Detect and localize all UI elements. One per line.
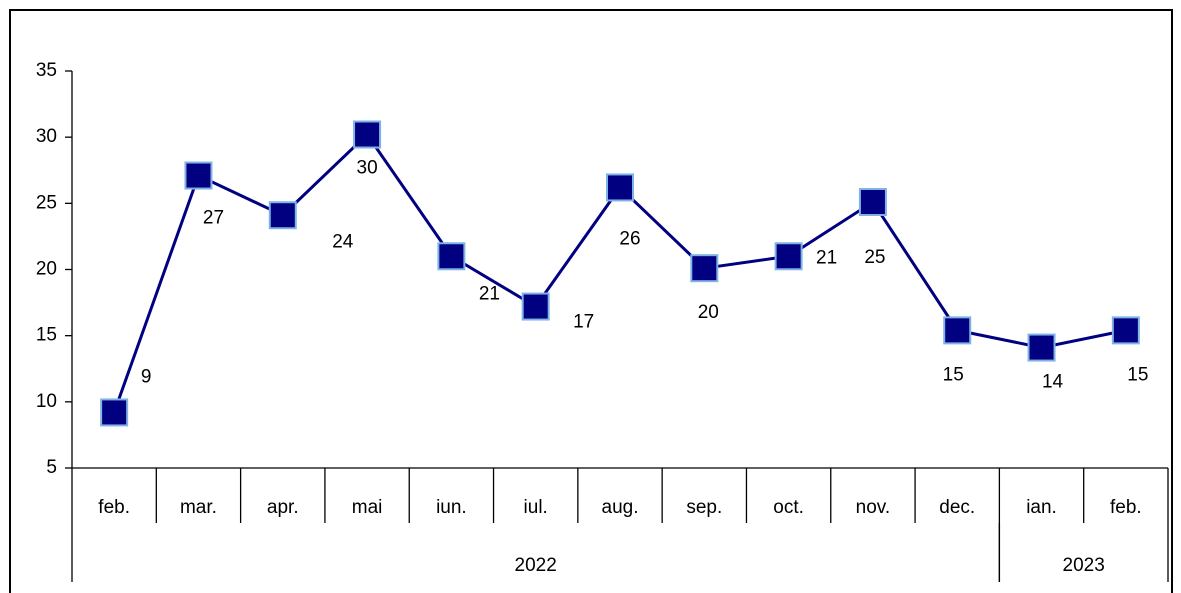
- marker: [943, 316, 972, 345]
- data-label: 15: [943, 364, 964, 385]
- marker: [521, 292, 550, 321]
- y-tick-label: 5: [46, 457, 57, 478]
- data-label: 17: [573, 312, 594, 333]
- x-tick-label: sep.: [686, 497, 722, 518]
- y-tick-label: 10: [36, 391, 57, 412]
- x-tick-label: ian.: [1026, 497, 1057, 518]
- y-tick-label: 15: [36, 325, 57, 346]
- marker: [858, 188, 887, 217]
- y-tick-label: 35: [36, 60, 57, 81]
- marker: [437, 242, 466, 271]
- y-tick-label: 25: [36, 192, 57, 213]
- data-label: 21: [816, 247, 837, 268]
- group-label: 2022: [515, 555, 557, 576]
- x-tick-label: feb.: [1110, 497, 1142, 518]
- x-tick-label: mai: [352, 497, 383, 518]
- x-tick-label: aug.: [602, 497, 639, 518]
- marker: [268, 201, 297, 230]
- data-label: 25: [864, 247, 885, 268]
- x-tick-label: dec.: [939, 497, 975, 518]
- x-tick-label: feb.: [98, 497, 130, 518]
- marker: [353, 120, 382, 149]
- data-label: 15: [1127, 364, 1148, 385]
- data-label: 20: [698, 302, 719, 323]
- marker: [100, 398, 129, 427]
- data-label: 21: [479, 283, 500, 304]
- marker: [1111, 316, 1140, 345]
- x-tick-label: apr.: [267, 497, 299, 518]
- data-label: 24: [332, 231, 354, 252]
- data-label: 26: [619, 228, 640, 249]
- data-label: 14: [1042, 372, 1064, 393]
- x-tick-label: iul.: [524, 497, 548, 518]
- chart-border: [9, 9, 1173, 593]
- marker: [774, 242, 803, 271]
- x-tick-label: mar.: [180, 497, 217, 518]
- y-tick-label: 20: [36, 259, 57, 280]
- marker: [184, 161, 213, 190]
- marker: [690, 254, 719, 283]
- marker: [1027, 333, 1056, 362]
- y-tick-label: 30: [36, 126, 57, 147]
- x-tick-label: oct.: [773, 497, 804, 518]
- data-label: 30: [357, 158, 378, 179]
- marker: [606, 173, 634, 202]
- data-label: 27: [203, 208, 224, 229]
- group-label: 2023: [1063, 555, 1105, 576]
- x-tick-label: iun.: [436, 497, 467, 518]
- data-label: 9: [141, 366, 152, 387]
- x-tick-label: nov.: [856, 497, 891, 518]
